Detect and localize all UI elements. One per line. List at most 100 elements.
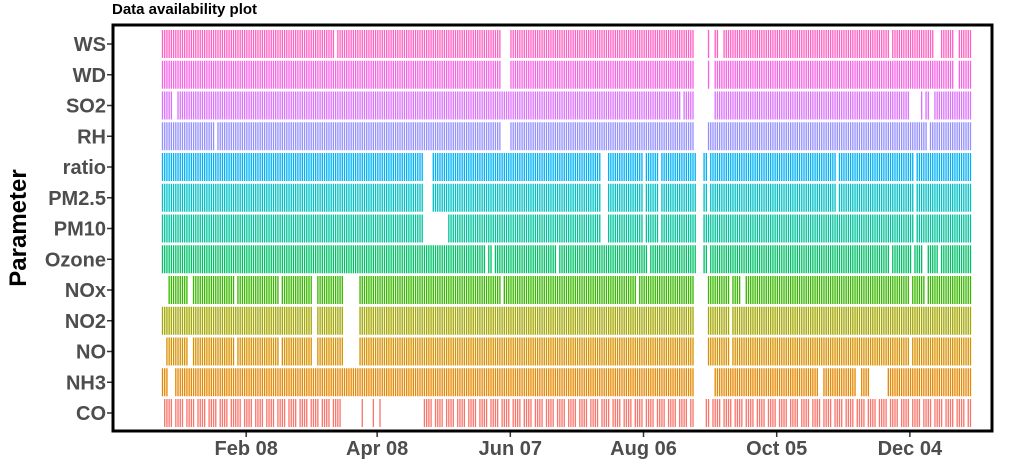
availability-tile (960, 368, 963, 397)
availability-tile (326, 91, 328, 120)
availability-tile (470, 153, 472, 181)
availability-tile (348, 30, 350, 58)
availability-tile (827, 183, 830, 212)
availability-tile (694, 183, 696, 212)
availability-tile (516, 306, 519, 335)
availability-tile (674, 245, 676, 274)
availability-tile (954, 276, 956, 304)
availability-tile (288, 276, 290, 304)
availability-tile (659, 60, 661, 89)
availability-tile (201, 122, 204, 151)
availability-tile (448, 214, 450, 243)
availability-tile (490, 306, 492, 335)
availability-tile (523, 60, 525, 89)
availability-tile (195, 91, 197, 120)
availability-tile (847, 91, 850, 120)
availability-tile (454, 91, 457, 120)
availability-tile (530, 368, 532, 397)
availability-tile (403, 368, 406, 397)
availability-tile (601, 337, 603, 366)
availability-tile (434, 399, 437, 427)
availability-tile (388, 60, 390, 89)
availability-tile (705, 183, 707, 212)
availability-tile (641, 276, 643, 304)
availability-tile (790, 306, 792, 335)
availability-tile (303, 245, 306, 274)
availability-tile (949, 122, 952, 151)
availability-tile (237, 245, 239, 274)
availability-tile (357, 122, 359, 151)
availability-tile (357, 368, 359, 397)
y-axis: WSWDSO2RHratioPM2.5PM10OzoneNOxNO2NONH3C… (45, 34, 113, 425)
availability-tile (965, 30, 967, 58)
availability-tile (816, 91, 818, 120)
availability-tile (350, 214, 352, 243)
availability-tile (952, 60, 954, 89)
availability-tile (548, 122, 550, 151)
availability-tile (747, 91, 750, 120)
availability-tile (647, 60, 650, 89)
availability-tile (172, 183, 175, 212)
availability-tile (852, 337, 854, 366)
availability-tile (865, 183, 867, 212)
availability-tile (177, 214, 179, 243)
availability-tile (485, 276, 488, 304)
availability-tile (321, 337, 323, 366)
availability-tile (687, 122, 690, 151)
availability-tile (947, 337, 949, 366)
availability-tile (568, 276, 570, 304)
availability-tile (878, 214, 881, 243)
availability-tile (916, 276, 918, 304)
availability-tile (705, 214, 707, 243)
availability-tile (770, 214, 772, 243)
availability-tile (552, 399, 554, 427)
availability-tile (463, 153, 466, 181)
availability-tile (818, 276, 821, 304)
availability-tile (172, 214, 175, 243)
availability-tile (829, 91, 832, 120)
availability-tile (683, 153, 685, 181)
availability-tile (508, 153, 510, 181)
availability-tile (186, 91, 188, 120)
availability-tile (621, 337, 623, 366)
availability-tile (539, 91, 541, 120)
availability-tile (767, 30, 770, 58)
availability-tile (334, 122, 337, 151)
availability-tile (286, 214, 288, 243)
availability-tile (790, 337, 792, 366)
availability-tile (457, 91, 459, 120)
availability-tile (765, 153, 767, 181)
availability-tile (634, 399, 636, 427)
availability-tile (450, 60, 452, 89)
availability-tile (392, 91, 394, 120)
availability-tile (778, 91, 781, 120)
availability-tile (408, 30, 410, 58)
availability-tile (434, 276, 437, 304)
availability-tile (534, 153, 537, 181)
availability-tile (488, 60, 490, 89)
availability-tile (692, 60, 694, 89)
availability-tile (559, 153, 561, 181)
availability-tile (785, 276, 787, 304)
availability-tile (894, 276, 896, 304)
availability-tile (845, 91, 847, 120)
availability-tile (323, 337, 326, 366)
availability-tile (758, 30, 761, 58)
availability-tile (798, 153, 801, 181)
availability-tile (439, 91, 441, 120)
availability-tile (896, 276, 898, 304)
availability-tile (920, 30, 923, 58)
availability-tile (235, 183, 237, 212)
availability-tile (268, 399, 270, 427)
availability-tile (736, 368, 739, 397)
availability-tile (905, 245, 907, 274)
row-wd (161, 60, 972, 89)
availability-tile (166, 122, 168, 151)
availability-tile (334, 399, 337, 427)
availability-tile (250, 153, 252, 181)
availability-tile (361, 183, 363, 212)
availability-tile (665, 306, 668, 335)
availability-tile (750, 122, 752, 151)
availability-tile (326, 183, 328, 212)
availability-tile (636, 122, 639, 151)
